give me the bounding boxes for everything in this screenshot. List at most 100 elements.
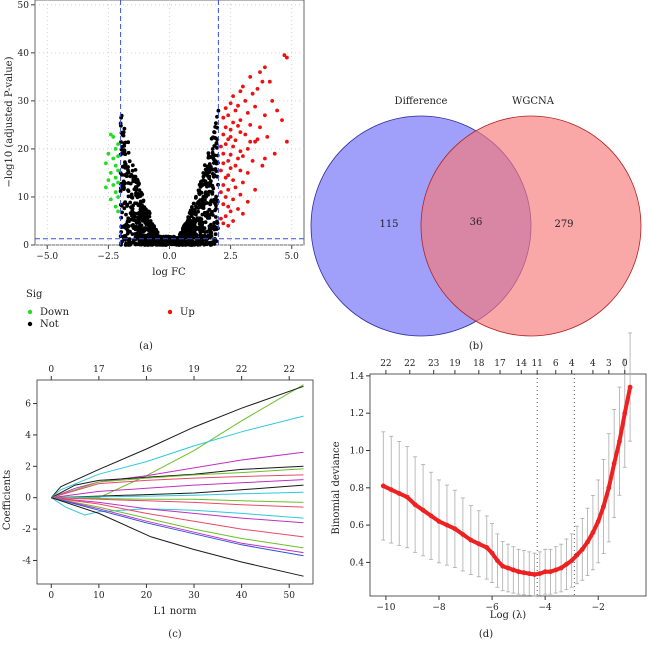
deviance-point: [476, 541, 482, 547]
coefficient-path: [51, 465, 304, 499]
panel-d-top-ticks: 22 22 23 19 18 17 14 11 6 4 4 3 0: [380, 359, 628, 374]
point-not-significant: [207, 184, 212, 188]
coefficient-path: [51, 497, 304, 538]
point-not-significant: [213, 197, 218, 202]
coefficient-path: [51, 484, 304, 499]
deviance-point: [532, 572, 537, 577]
point-up: [236, 207, 240, 211]
panel-c-lasso-path: 0 10 20 30 40 50 -4 -2 0 2 4 6 0 17 16 19 22 22 L1 norm…: [2, 365, 314, 640]
point-not-significant: [214, 169, 219, 174]
point-not-significant: [124, 212, 128, 217]
panel-d-points: [380, 384, 633, 577]
deviance-point: [388, 487, 394, 493]
point-not-significant: [128, 200, 133, 205]
x-tick-label: 50: [283, 591, 295, 601]
point-not-significant: [205, 242, 209, 247]
y-tick-label: 30: [18, 97, 30, 107]
top-tick-label: 17: [494, 359, 506, 369]
top-tick-label: 19: [449, 359, 461, 369]
deviance-point: [500, 563, 506, 569]
point-not-significant: [186, 220, 191, 225]
point-not-significant: [210, 183, 215, 188]
point-not-significant: [170, 240, 175, 245]
point-not-significant: [212, 144, 217, 148]
point-up: [231, 144, 236, 149]
point-up: [231, 94, 236, 98]
point-up: [228, 127, 233, 132]
point-not-significant: [198, 185, 203, 189]
point-up: [260, 163, 265, 168]
point-not-significant: [140, 203, 144, 208]
point-not-significant: [207, 176, 212, 181]
legend-down-marker: [27, 309, 33, 315]
point-up: [231, 197, 236, 202]
coefficient-path: [51, 497, 304, 554]
point-up: [228, 135, 233, 139]
deviance-point: [537, 571, 543, 576]
coefficient-path: [50, 385, 304, 499]
panel-c-top-ticks: 0 17 16 19 22 22: [48, 365, 295, 380]
deviance-point: [495, 558, 500, 563]
x-tick-label: 5.0: [285, 252, 300, 262]
point-up: [255, 87, 260, 91]
point-not-significant: [191, 242, 195, 247]
point-not-significant: [188, 233, 193, 238]
point-not-significant: [199, 222, 204, 227]
point-not-significant: [198, 242, 202, 247]
point-up: [253, 187, 257, 192]
deviance-point: [564, 561, 569, 567]
point-up: [223, 175, 228, 180]
top-tick-label: 23: [428, 359, 440, 369]
x-tick-label: −2: [592, 603, 605, 613]
y-tick-label: 1.2: [350, 409, 364, 419]
point-not-significant: [128, 174, 133, 179]
point-down: [116, 209, 120, 214]
point-not-significant: [129, 192, 134, 197]
point-up: [250, 91, 255, 96]
point-not-significant: [201, 178, 206, 182]
point-not-significant: [126, 170, 131, 175]
point-not-significant: [123, 140, 128, 145]
panel-a-legend: Sig Down Not Up: [26, 289, 195, 330]
point-not-significant: [213, 215, 218, 219]
point-not-significant: [211, 152, 216, 157]
deviance-point: [404, 494, 410, 500]
point-not-significant: [178, 240, 183, 244]
point-up: [221, 151, 226, 156]
venn-label-wgcna: WGCNA: [512, 96, 555, 107]
point-not-significant: [138, 223, 142, 228]
point-not-significant: [214, 136, 218, 141]
point-up: [226, 159, 231, 163]
point-not-significant: [202, 163, 207, 168]
point-up: [221, 161, 226, 166]
point-not-significant: [137, 218, 141, 223]
point-up: [233, 185, 238, 190]
point-not-significant: [210, 210, 214, 214]
top-tick-label: 4: [569, 359, 575, 369]
point-not-significant: [212, 221, 217, 225]
point-up: [228, 101, 233, 106]
point-not-significant: [126, 241, 131, 246]
y-tick-label: 0: [25, 494, 31, 504]
y-tick-label: 20: [18, 145, 30, 155]
deviance-point: [505, 565, 511, 571]
deviance-point: [516, 569, 521, 575]
panel-a-y-ticks: 0 10 20 30 40 50: [18, 1, 35, 251]
legend-down-label: Down: [40, 307, 70, 318]
panel-d-y-label: Binomial deviance: [331, 441, 342, 534]
legend-not-marker: [27, 321, 33, 327]
point-not-significant: [209, 190, 214, 194]
point-not-significant: [126, 165, 130, 169]
point-up: [263, 156, 267, 161]
venn-circle-wgcna: [420, 115, 642, 337]
point-not-significant: [192, 216, 196, 221]
point-not-significant: [131, 223, 136, 227]
legend-not-label: Not: [40, 319, 59, 330]
deviance-point: [526, 571, 532, 576]
point-not-significant: [147, 232, 151, 237]
y-tick-label: -4: [22, 556, 31, 566]
point-not-significant: [213, 232, 218, 237]
panel-d-caption: (d): [479, 629, 493, 640]
point-not-significant: [195, 201, 200, 206]
point-not-significant: [133, 168, 138, 172]
